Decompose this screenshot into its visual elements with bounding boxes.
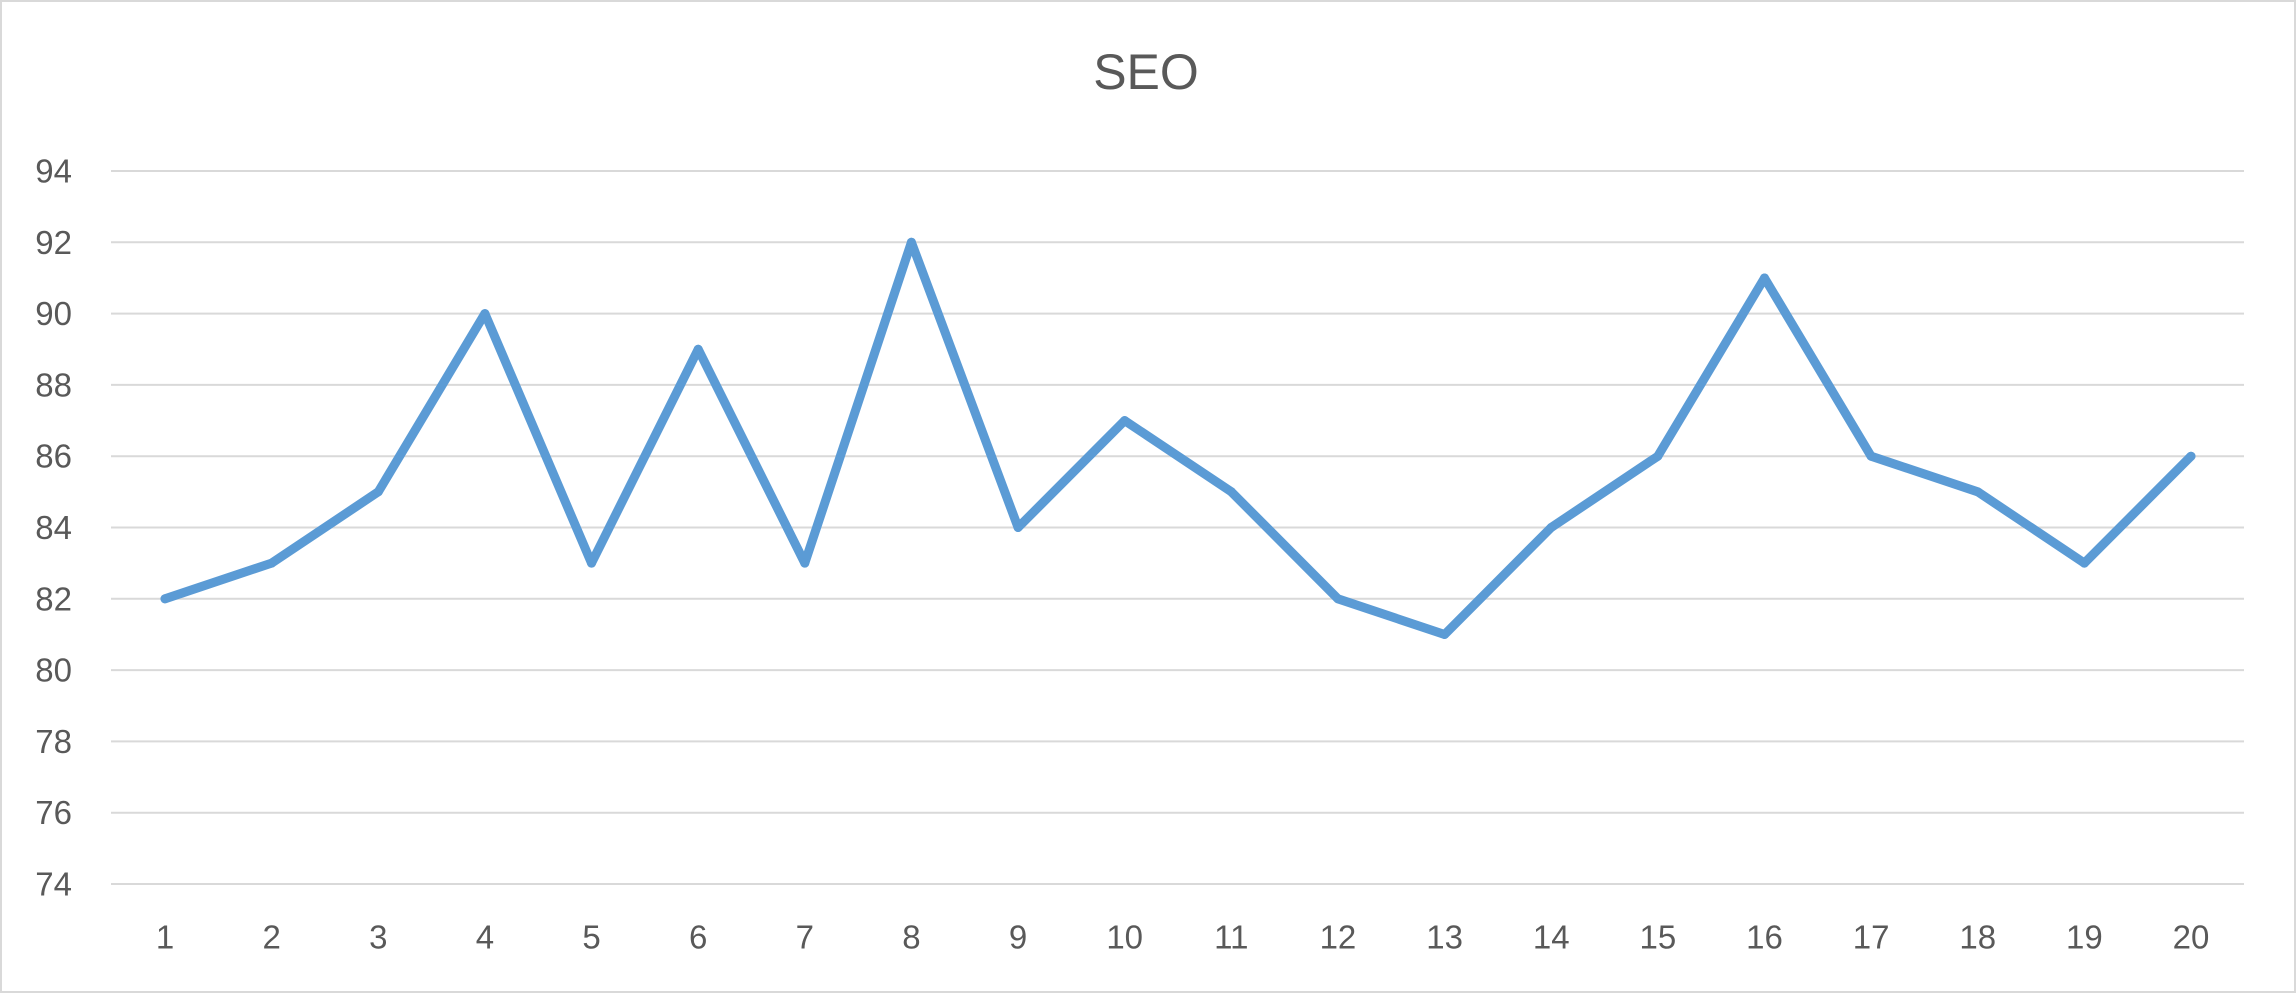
y-tick-label: 74 — [35, 866, 72, 903]
x-tick-label: 8 — [902, 919, 920, 956]
y-tick-label: 94 — [35, 153, 72, 190]
x-tick-label: 11 — [1214, 919, 1248, 956]
data-point — [800, 558, 810, 568]
x-tick-label: 10 — [1106, 919, 1143, 956]
series-line — [160, 237, 2196, 639]
data-point — [373, 487, 383, 497]
y-tick-label: 84 — [35, 509, 72, 546]
x-tick-label: 5 — [582, 919, 600, 956]
y-axis-ticks: 74 76 78 80 82 84 86 88 90 92 94 — [35, 153, 72, 903]
data-point — [1866, 451, 1876, 461]
data-point — [2186, 451, 2196, 461]
data-point — [1546, 523, 1556, 532]
x-axis-ticks: 1 2 3 4 5 6 7 8 9 10 11 12 13 14 15 16 17 18 19 20 — [156, 919, 2210, 956]
x-tick-label: 18 — [1959, 919, 1996, 956]
y-tick-label: 80 — [35, 652, 72, 689]
data-point — [1333, 594, 1343, 604]
x-tick-label: 12 — [1320, 919, 1357, 956]
chart-title: SEO — [1093, 44, 1199, 100]
x-tick-label: 9 — [1009, 919, 1027, 956]
y-tick-label: 78 — [35, 723, 72, 760]
y-tick-label: 76 — [35, 794, 72, 831]
x-tick-label: 6 — [689, 919, 707, 956]
data-point — [1226, 487, 1236, 497]
x-tick-label: 17 — [1853, 919, 1890, 956]
data-point — [1653, 451, 1663, 461]
y-tick-label: 88 — [35, 366, 72, 403]
x-tick-label: 2 — [262, 919, 280, 956]
x-tick-label: 13 — [1426, 919, 1463, 956]
x-tick-label: 7 — [796, 919, 814, 956]
data-point — [587, 558, 597, 568]
x-tick-label: 19 — [2066, 919, 2103, 956]
x-tick-label: 15 — [1639, 919, 1676, 956]
grid-lines — [111, 170, 2244, 885]
x-tick-label: 1 — [156, 919, 174, 956]
x-tick-label: 20 — [2173, 919, 2210, 956]
y-tick-label: 82 — [35, 580, 72, 617]
data-point — [1759, 273, 1769, 283]
data-point — [267, 558, 277, 568]
x-tick-label: 4 — [476, 919, 494, 956]
data-point — [2079, 558, 2089, 568]
x-tick-label: 14 — [1533, 919, 1570, 956]
data-point — [1013, 523, 1023, 532]
y-tick-label: 90 — [35, 295, 72, 332]
data-point — [1120, 416, 1130, 426]
data-point — [693, 344, 703, 354]
data-point — [480, 309, 490, 319]
data-point — [1440, 629, 1450, 639]
y-tick-label: 92 — [35, 224, 72, 261]
data-point — [160, 594, 170, 604]
series-layer — [160, 237, 2196, 639]
y-tick-label: 86 — [35, 438, 72, 475]
data-point — [906, 237, 916, 247]
data-point — [1973, 487, 1983, 497]
x-tick-label: 3 — [369, 919, 387, 956]
x-tick-label: 16 — [1746, 919, 1783, 956]
